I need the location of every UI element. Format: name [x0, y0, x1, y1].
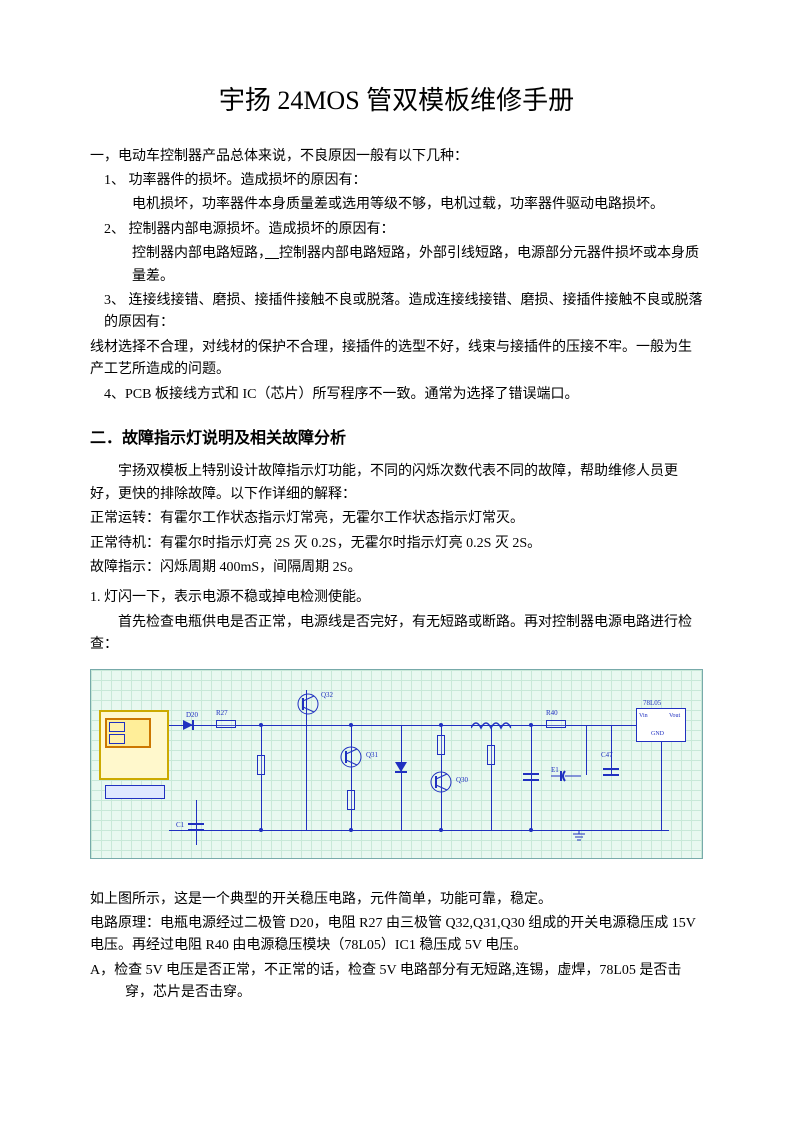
c47-label: C47 — [601, 750, 613, 761]
c1-label: C1 — [176, 820, 184, 831]
low-batt-box — [105, 785, 165, 799]
w1 — [261, 725, 262, 830]
item-1-body: 电机损坏，功率器件本身质量差或选用等级不够，电机过载，功率器件驱动电路损坏。 — [90, 194, 703, 216]
fault-1-body: 首先检查电瓶供电是否正常，电源线是否完好，有无短路或断路。再对控制器电源电路进行… — [90, 612, 703, 657]
bus-top — [169, 725, 649, 726]
item-3-head: 3、 连接线接错、磨损、接插件接触不良或脱落。造成连接线接错、磨损、接插件接触不… — [90, 290, 703, 335]
normal-run: 正常运转：有霍尔工作状态指示灯常亮，无霍尔工作状态指示灯常灭。 — [90, 508, 703, 530]
r-c — [437, 735, 445, 755]
fault-1-head: 1. 灯闪一下，表示电源不稳或掉电检测使能。 — [90, 587, 703, 609]
w6 — [491, 725, 492, 830]
item-2-text-a: 控制器内部电路短路， — [132, 246, 265, 261]
bus-bot — [169, 830, 669, 831]
q32-icon — [296, 692, 320, 716]
node7 — [439, 828, 443, 832]
item-1-text: 电机损坏，功率器件本身质量差或选用等级不够，电机过载，功率器件驱动电路损坏。 — [132, 197, 664, 212]
c1-icon — [188, 820, 204, 834]
node1 — [259, 723, 263, 727]
diode-icon — [181, 718, 201, 732]
item-2-head: 2、 控制器内部电源损坏。造成损坏的原因有： — [90, 219, 703, 241]
r-d — [487, 745, 495, 765]
node5 — [259, 828, 263, 832]
r40-label: R40 — [546, 708, 558, 719]
q30-icon — [429, 770, 453, 794]
intro-line: 一，电动车控制器产品总体来说，不良原因一般有以下几种： — [90, 146, 703, 168]
fault-indicator: 故障指示：闪烁周期 400mS，间隔周期 2S。 — [90, 557, 703, 579]
item-2-underline — [265, 246, 279, 261]
section-2-heading: 二．故障指示灯说明及相关故障分析 — [90, 426, 703, 452]
item-1-head: 1、 功率器件的损坏。造成损坏的原因有： — [90, 170, 703, 192]
pin-1 — [109, 722, 125, 732]
node6 — [349, 828, 353, 832]
sec2-intro: 宇扬双模板上特别设计故障指示灯功能，不同的闪烁次数代表不同的故障，帮助维修人员更… — [90, 461, 703, 506]
vout-label: Vin — [639, 712, 648, 722]
w8 — [586, 725, 587, 775]
q31-label: Q31 — [366, 750, 378, 761]
q31-icon — [339, 745, 363, 769]
item-4: 4、PCB 板接线方式和 IC（芯片）所写程序不一致。通常为选择了错误端口。 — [90, 384, 703, 406]
ic-gnd — [661, 742, 662, 830]
after-fig-2: 电路原理：电瓶电源经过二极管 D20，电阻 R27 由三极管 Q32,Q31,Q… — [90, 913, 703, 958]
after-fig-3: A，检查 5V 电压是否正常，不正常的话，检查 5V 电路部分有无短路,连锡，虚… — [90, 960, 703, 1005]
node3 — [439, 723, 443, 727]
item-2-body: 控制器内部电路短路， 控制器内部电路短路，外部引线短路，电源部分元器件损坏或本身… — [90, 243, 703, 288]
q32-label: Q32 — [321, 690, 333, 701]
circuit-diagram: LOW BATT D20 R27 Q32 Q31 Q30 R40 E1 C47 … — [90, 669, 703, 859]
after-fig-1: 如上图所示，这是一个典型的开关稳压电路，元件简单，功能可靠，稳定。 — [90, 889, 703, 911]
r40 — [546, 720, 566, 728]
vout2-label: Vout — [669, 712, 680, 722]
item-3-body: 线材选择不合理，对线材的保护不合理，接插件的选型不好，线束与接插件的压接不牢。一… — [90, 337, 703, 382]
node2 — [349, 723, 353, 727]
r27-label: R27 — [216, 708, 228, 719]
node8 — [529, 828, 533, 832]
q30-label: Q30 — [456, 775, 468, 786]
pin-2 — [109, 734, 125, 744]
r-a — [257, 755, 265, 775]
page-title: 宇扬 24MOS 管双模板维修手册 — [90, 80, 703, 122]
normal-standby: 正常待机：有霍尔时指示灯亮 2S 灭 0.2S，无霍尔时指示灯亮 0.2S 灭 … — [90, 533, 703, 555]
node4 — [529, 723, 533, 727]
r-b — [347, 790, 355, 810]
gnd-icon — [571, 830, 587, 842]
cap2-icon — [603, 765, 619, 779]
cap1-icon — [523, 770, 539, 784]
after-fig-3-text: A，检查 5V 电压是否正常，不正常的话，检查 5V 电路部分有无短路,连锡，虚… — [90, 963, 681, 1000]
zener-icon — [393, 760, 409, 780]
ic1-label: 78L05 — [643, 698, 661, 709]
item-3-head-text: 3、 连接线接错、磨损、接插件接触不良或脱落。造成连接线接错、磨损、接插件接触不… — [104, 293, 703, 330]
ecap-icon — [551, 770, 581, 782]
gnd-label: GND — [651, 730, 664, 740]
w3 — [351, 725, 352, 830]
r27 — [216, 720, 236, 728]
